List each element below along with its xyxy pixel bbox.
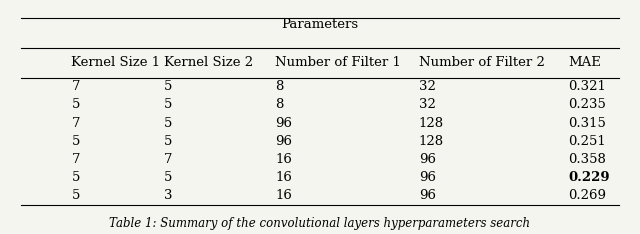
Text: Number of Filter 1: Number of Filter 1: [275, 56, 401, 69]
Text: 0.235: 0.235: [568, 99, 606, 111]
Text: MAE: MAE: [568, 56, 602, 69]
Text: 8: 8: [275, 80, 284, 93]
Text: 7: 7: [72, 153, 80, 166]
Text: 96: 96: [419, 153, 436, 166]
Text: 5: 5: [164, 80, 172, 93]
Text: 0.251: 0.251: [568, 135, 606, 148]
Text: 5: 5: [164, 99, 172, 111]
Text: 16: 16: [275, 189, 292, 202]
Text: 0.229: 0.229: [568, 171, 610, 184]
Text: 96: 96: [275, 135, 292, 148]
Text: 8: 8: [275, 99, 284, 111]
Text: Number of Filter 2: Number of Filter 2: [419, 56, 545, 69]
Text: 32: 32: [419, 80, 436, 93]
Text: 16: 16: [275, 153, 292, 166]
Text: 16: 16: [275, 171, 292, 184]
Text: 96: 96: [275, 117, 292, 130]
Text: 7: 7: [72, 80, 80, 93]
Text: Table 1: Summary of the convolutional layers hyperparameters search: Table 1: Summary of the convolutional la…: [109, 217, 531, 230]
Text: Kernel Size 1: Kernel Size 1: [72, 56, 161, 69]
Text: 5: 5: [72, 171, 80, 184]
Text: 0.269: 0.269: [568, 189, 607, 202]
Text: 96: 96: [419, 171, 436, 184]
Text: 7: 7: [164, 153, 172, 166]
Text: 32: 32: [419, 99, 436, 111]
Text: 128: 128: [419, 117, 444, 130]
Text: 0.321: 0.321: [568, 80, 606, 93]
Text: 5: 5: [72, 135, 80, 148]
Text: 5: 5: [72, 99, 80, 111]
Text: Kernel Size 2: Kernel Size 2: [164, 56, 253, 69]
Text: 5: 5: [164, 135, 172, 148]
Text: 96: 96: [419, 189, 436, 202]
Text: 128: 128: [419, 135, 444, 148]
Text: 0.315: 0.315: [568, 117, 606, 130]
Text: 5: 5: [164, 117, 172, 130]
Text: 5: 5: [164, 171, 172, 184]
Text: 0.358: 0.358: [568, 153, 606, 166]
Text: Parameters: Parameters: [282, 18, 358, 31]
Text: 3: 3: [164, 189, 172, 202]
Text: 5: 5: [72, 189, 80, 202]
Text: 7: 7: [72, 117, 80, 130]
